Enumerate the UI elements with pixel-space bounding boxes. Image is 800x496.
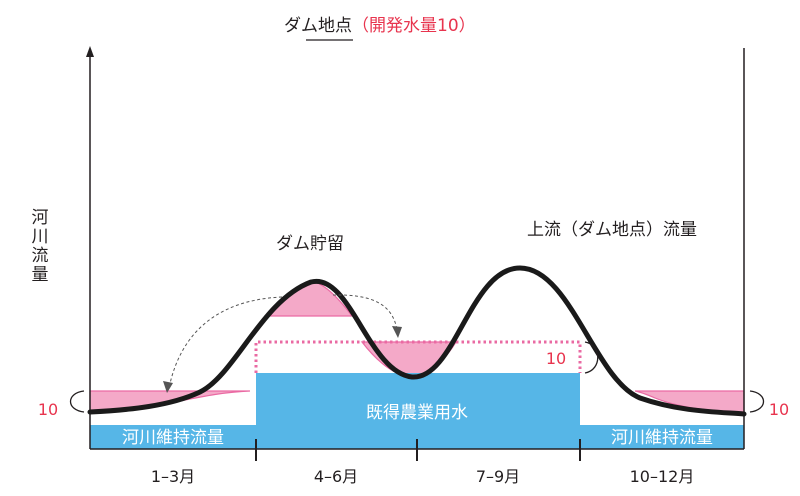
label-ten-left: 10 xyxy=(38,400,58,419)
period-label-2: 4–6月 xyxy=(314,467,358,486)
y-axis-label-3: 流 xyxy=(32,246,49,266)
development-water-dotted-line xyxy=(254,340,582,373)
brace-dev xyxy=(584,341,599,374)
label-maintenance-flow-right: 河川維持流量 xyxy=(611,428,713,448)
label-maintenance-flow-left: 河川維持流量 xyxy=(122,428,224,448)
dam-transfer-arrow-left xyxy=(168,296,283,389)
label-dam-storage: ダム貯留 xyxy=(276,234,344,254)
brace-left xyxy=(69,390,85,413)
period-label-4: 10–12月 xyxy=(630,467,695,486)
brace-right xyxy=(749,390,765,413)
label-upstream-flow: 上流（ダム地点）流量 xyxy=(527,220,697,240)
existing-water-block xyxy=(256,373,580,449)
dam-transfer-arrow-right xyxy=(332,294,398,331)
upstream-flow-curve xyxy=(87,265,747,417)
maintenance-flow-block-right xyxy=(580,425,744,449)
y-axis-label-1: 河 xyxy=(32,208,49,228)
label-ten-dev: 10 xyxy=(546,349,566,368)
y-axis-label-2: 川 xyxy=(32,227,49,247)
label-ten-right: 10 xyxy=(769,400,789,419)
title-main: ダム地点 xyxy=(284,16,352,36)
dam-transfer-arrow-right-head xyxy=(392,326,402,338)
label-existing-water: 既得農業用水 xyxy=(366,403,468,423)
period-label-1: 1–3月 xyxy=(151,467,195,486)
title-sub: （開発水量10） xyxy=(352,16,476,36)
dam-transfer-arrow-left-head xyxy=(163,381,173,393)
y-axis-label-4: 量 xyxy=(32,265,49,285)
period-label-3: 7–9月 xyxy=(476,467,520,486)
y-axis-arrow-head xyxy=(86,46,94,57)
maintenance-flow-block-left xyxy=(90,425,256,449)
